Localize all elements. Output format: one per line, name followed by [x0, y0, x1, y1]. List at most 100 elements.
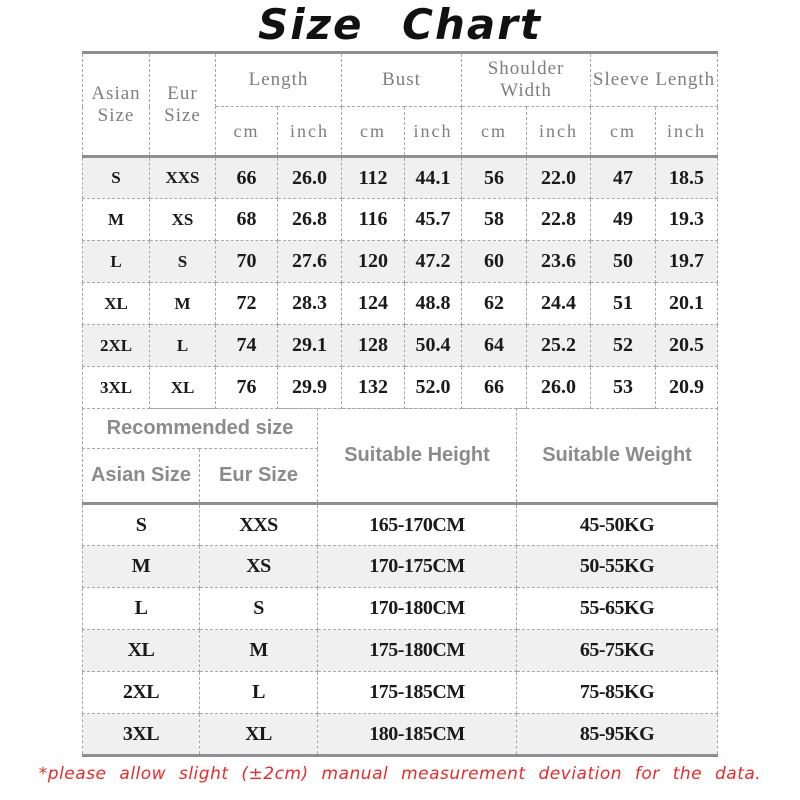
table-cell: 175-185CM: [317, 671, 518, 714]
table-cell: L: [82, 587, 200, 630]
recommended-size-table: Recommended size Suitable Height Suitabl…: [81, 408, 719, 757]
table-cell: 45.7: [404, 198, 463, 241]
table-cell: 132: [341, 366, 406, 409]
col-header-asian-size: Asian Size: [82, 52, 150, 157]
table-cell: 62: [461, 282, 528, 325]
table-cell: 180-185CM: [317, 713, 518, 757]
table-cell: 66: [461, 366, 528, 409]
table-cell: 52.0: [404, 366, 463, 409]
table-cell: XL: [149, 366, 216, 409]
table-cell: 27.6: [276, 240, 343, 283]
table-cell: 51: [590, 282, 657, 325]
table-cell: 20.9: [655, 366, 719, 409]
table-cell: M: [82, 198, 150, 241]
table-cell: L: [198, 671, 319, 714]
table-cell: 20.5: [655, 324, 719, 367]
table-cell: 22.0: [526, 155, 592, 199]
table-cell: 53: [590, 366, 657, 409]
table-cell: 18.5: [655, 155, 719, 199]
table-cell: S: [82, 155, 150, 199]
table-row: M XS 68 26.8 116 45.7 58 22.8 49 19.3: [82, 198, 719, 241]
unit-header-sleeve-cm: cm: [590, 106, 657, 157]
table-cell: M: [149, 282, 216, 325]
header-row-units: cm inch cm inch cm inch cm inch: [83, 106, 719, 157]
table-cell: XS: [198, 545, 319, 588]
table-cell: 65-75KG: [516, 629, 719, 672]
table-cell: XXS: [149, 155, 216, 199]
table-cell: 48.8: [404, 282, 463, 325]
header-row-groups: Asian Size Eur Size Length Bust Shoulder…: [82, 52, 719, 157]
header-row-size-systems: Asian Size Eur Size: [82, 448, 718, 504]
col-header-length: Length: [214, 52, 343, 107]
table-cell: 28.3: [276, 282, 343, 325]
table-cell: 120: [341, 240, 406, 283]
table-cell: XL: [82, 282, 150, 325]
table-cell: 25.2: [526, 324, 592, 367]
table-cell: 55-65KG: [516, 587, 719, 630]
table-cell: 64: [461, 324, 528, 367]
table-cell: 72: [215, 282, 278, 325]
col-header-recommended-size: Recommended size: [81, 408, 319, 449]
table-cell: 3XL: [82, 366, 150, 409]
table-cell: 50-55KG: [516, 545, 719, 588]
table-cell: XXS: [198, 502, 319, 546]
unit-header-length-inch: inch: [276, 106, 343, 157]
table-cell: 26.0: [526, 366, 592, 409]
table-cell: 3XL: [82, 713, 200, 757]
table-cell: 112: [341, 155, 406, 199]
table-cell: 2XL: [82, 671, 200, 714]
recommended-table-body: S XXS 165-170CM 45-50KG M XS 170-175CM 50-55KG L…: [82, 502, 719, 757]
table-cell: 85-95KG: [516, 713, 719, 757]
table-cell: 2XL: [82, 324, 150, 367]
unit-header-bust-cm: cm: [341, 106, 406, 157]
table-cell: M: [82, 545, 200, 588]
table-cell: 22.8: [526, 198, 592, 241]
table-cell: L: [149, 324, 216, 367]
table-cell: 19.7: [655, 240, 719, 283]
table-cell: 50: [590, 240, 657, 283]
col-header-shoulder-width: Shoulder Width: [461, 52, 592, 107]
table-cell: 76: [215, 366, 278, 409]
table-cell: 20.1: [655, 282, 719, 325]
table-cell: 44.1: [404, 155, 463, 199]
col-header-asian-size-2: Asian Size: [82, 448, 200, 504]
unit-header-bust-inch: inch: [404, 106, 463, 157]
table-row: 2XL L 74 29.1 128 50.4 64 25.2 52 20.5: [82, 324, 719, 367]
unit-header-sleeve-inch: inch: [655, 106, 719, 157]
table-cell: 74: [215, 324, 278, 367]
table-row: S XXS 66 26.0 112 44.1 56 22.0 47 18.5: [82, 155, 719, 199]
table-cell: 26.0: [276, 155, 343, 199]
table-cell: 45-50KG: [516, 502, 719, 546]
table-cell: S: [198, 587, 319, 630]
col-header-eur-size: Eur Size: [149, 52, 216, 157]
col-header-suitable-weight: Suitable Weight: [516, 408, 719, 504]
table-cell: 75-85KG: [516, 671, 719, 714]
header-row-recommended: Recommended size Suitable Height Suitabl…: [81, 408, 719, 504]
table-cell: 128: [341, 324, 406, 367]
unit-header-shoulder-inch: inch: [526, 106, 592, 157]
table-cell: 26.8: [276, 198, 343, 241]
table-cell: 24.4: [526, 282, 592, 325]
table-row: XL M 72 28.3 124 48.8 62 24.4 51 20.1: [82, 282, 719, 325]
recommended-table-header: Recommended size Suitable Height Suitabl…: [81, 408, 719, 504]
table-cell: 49: [590, 198, 657, 241]
table-cell: 58: [461, 198, 528, 241]
table-cell: 19.3: [655, 198, 719, 241]
table-cell: M: [198, 629, 319, 672]
table-cell: XL: [198, 713, 319, 757]
table-row: S XXS 165-170CM 45-50KG: [82, 502, 719, 546]
table-cell: S: [82, 502, 200, 546]
page-title: Size Chart: [257, 0, 543, 49]
table-row: L S 70 27.6 120 47.2 60 23.6 50 19.7: [82, 240, 719, 283]
table-cell: 47.2: [404, 240, 463, 283]
table-cell: 70: [215, 240, 278, 283]
table-cell: 50.4: [404, 324, 463, 367]
table-cell: 29.9: [276, 366, 343, 409]
table-cell: 47: [590, 155, 657, 199]
table-cell: 170-180CM: [317, 587, 518, 630]
col-header-sleeve-length: Sleeve Length: [590, 52, 719, 107]
unit-header-shoulder-cm: cm: [461, 106, 528, 157]
table-cell: 56: [461, 155, 528, 199]
size-table-body: S XXS 66 26.0 112 44.1 56 22.0 47 18.5 M XS 68 26.8 11…: [82, 155, 719, 409]
